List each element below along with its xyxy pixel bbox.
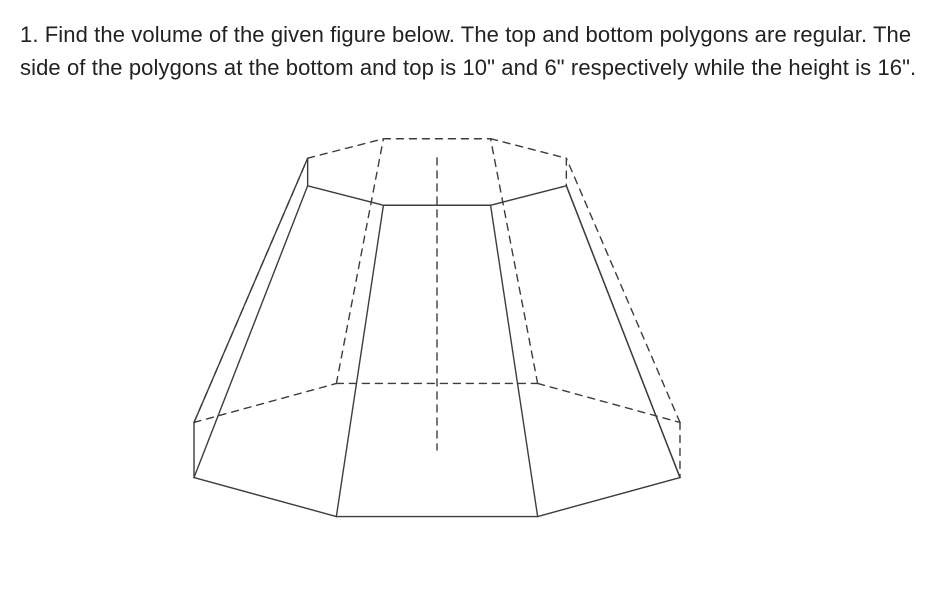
figure-container: [20, 110, 930, 530]
problem-statement: 1. Find the volume of the given figure b…: [20, 18, 930, 84]
octagonal-frustum-figure: [160, 110, 720, 530]
